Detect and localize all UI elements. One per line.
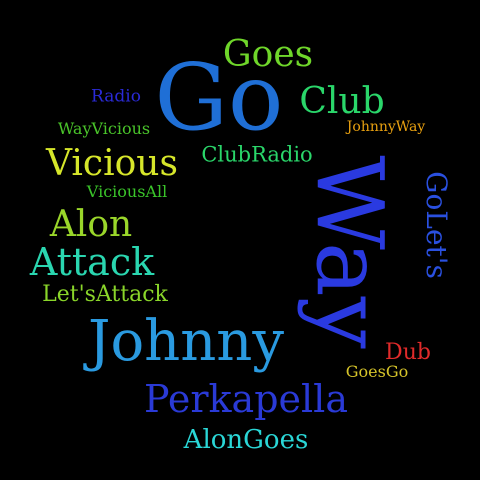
word-radio: Radio	[91, 86, 141, 107]
word-goesgo: GoesGo	[345, 362, 409, 381]
word-club: Club	[299, 81, 385, 122]
word-viciousall: ViciousAll	[86, 182, 168, 201]
word-wayvicious: WayVicious	[57, 119, 151, 138]
word-way: Way	[296, 155, 403, 349]
word-alongoes: AlonGoes	[183, 425, 309, 455]
word-go: Go	[154, 44, 284, 151]
word-johnny: Johnny	[88, 309, 284, 374]
word-perkapella: Perkapella	[144, 377, 348, 421]
word-golets: GoLet's	[420, 171, 453, 279]
word-goes: Goes	[222, 34, 314, 75]
word-vicious: Vicious	[46, 143, 178, 184]
word-dub: Dub	[385, 340, 431, 365]
word-alon: Alon	[49, 204, 133, 245]
word-johnnyway: JohnnyWay	[346, 119, 426, 135]
word-clubradio: ClubRadio	[201, 142, 313, 167]
word-attack: Attack	[29, 240, 155, 284]
word-letsattack: Let'sAttack	[42, 282, 168, 307]
